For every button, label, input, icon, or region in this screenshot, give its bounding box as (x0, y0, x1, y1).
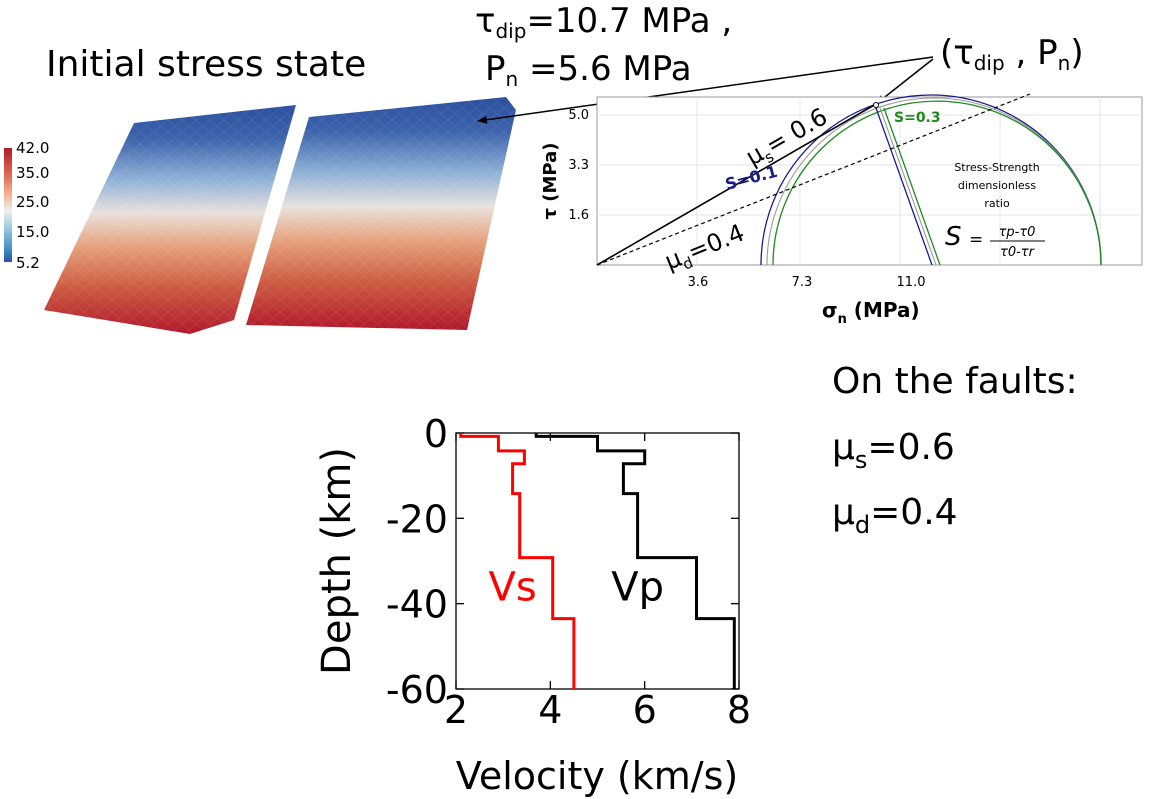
formula-numerator: τp-τ0 (999, 225, 1036, 240)
formula-symbol: S (945, 222, 962, 252)
colorbar-gradient (4, 148, 12, 262)
formula-equals: = (969, 230, 983, 250)
series-label-vs: Vs (488, 565, 536, 611)
mohr-diagram: 5.0 3.3 1.6 3.6 7.3 11.0 τ (MPa) σn (MPa… (540, 93, 1143, 327)
stress-annotation: τdip=10.7 MPa , Pn =5.6 MPa (τdip , Pn) (475, 1, 1084, 91)
x-tick-label: 6 (633, 688, 657, 732)
ratio-caption: dimensionless (958, 179, 1037, 192)
colorbar-tick: 35.0 (16, 164, 49, 182)
ratio-caption: ratio (984, 197, 1010, 210)
s03-label: S=0.3 (894, 110, 941, 126)
series-label-vp: Vp (611, 565, 664, 611)
faults-parameters: On the faults: μs=0.6 μd=0.4 (832, 361, 1078, 539)
colorbar-tick: 15.0 (16, 223, 49, 241)
mohr-y-tick: 1.6 (568, 208, 589, 223)
x-axis-label: Velocity (km/s) (456, 754, 738, 798)
radius-line (883, 107, 941, 266)
ratio-caption: Stress-Strength (954, 161, 1039, 174)
y-tick-label: -40 (386, 583, 448, 627)
fault-panels (44, 97, 516, 334)
series-line-vp (534, 433, 736, 689)
static-friction-line (596, 103, 877, 266)
mohr-y-axis-label: τ (MPa) (540, 143, 561, 220)
mohr-x-tick: 7.3 (792, 275, 813, 290)
radius-line (879, 107, 937, 266)
colorbar: 42.0 35.0 25.0 15.0 5.2 (4, 139, 49, 272)
mu-d-value: μd=0.4 (832, 492, 958, 539)
ratio-formula: S = τp-τ0 τ0-τr (945, 222, 1045, 260)
series-line-vs (459, 433, 576, 689)
dynamic-friction-line (596, 93, 1031, 266)
faults-heading: On the faults: (832, 361, 1078, 402)
stress-point (873, 102, 879, 108)
colorbar-tick: 5.2 (16, 254, 40, 272)
y-axis-label: Depth (km) (314, 447, 360, 675)
mohr-y-tick: 5.0 (568, 108, 589, 123)
y-tick-label: -20 (386, 497, 448, 541)
velocity-chart: Depth (km) Velocity (km/s) 2 4 6 8 0 -20 -40 -6… (314, 412, 751, 798)
x-tick-label: 2 (444, 688, 468, 732)
mohr-x-axis-label: σn (MPa) (822, 298, 920, 327)
y-tick-label: 0 (424, 412, 448, 456)
colorbar-tick: 25.0 (16, 193, 49, 211)
page-title: Initial stress state (46, 44, 366, 85)
chart-frame (455, 432, 740, 690)
radius-line (875, 107, 933, 266)
colorbar-tick: 42.0 (16, 139, 49, 157)
y-tick-label: -60 (386, 668, 448, 712)
tau-dip-label: τdip=10.7 MPa , (475, 1, 732, 43)
x-tick-label: 4 (538, 688, 562, 732)
formula-denominator: τ0-τr (1000, 245, 1036, 260)
mohr-y-tick: 3.3 (568, 158, 589, 173)
annotation-arrow (477, 56, 934, 124)
tau-pn-pair-label: (τdip , Pn) (940, 33, 1084, 75)
mohr-x-tick: 11.0 (897, 275, 926, 290)
x-tick-label: 8 (727, 688, 751, 732)
mohr-x-tick: 3.6 (688, 275, 709, 290)
mohr-circle-s03 (772, 100, 1102, 266)
mu-s-value: μs=0.6 (832, 427, 955, 474)
mohr-frame (596, 96, 1143, 266)
pn-label: Pn =5.6 MPa (485, 49, 692, 91)
